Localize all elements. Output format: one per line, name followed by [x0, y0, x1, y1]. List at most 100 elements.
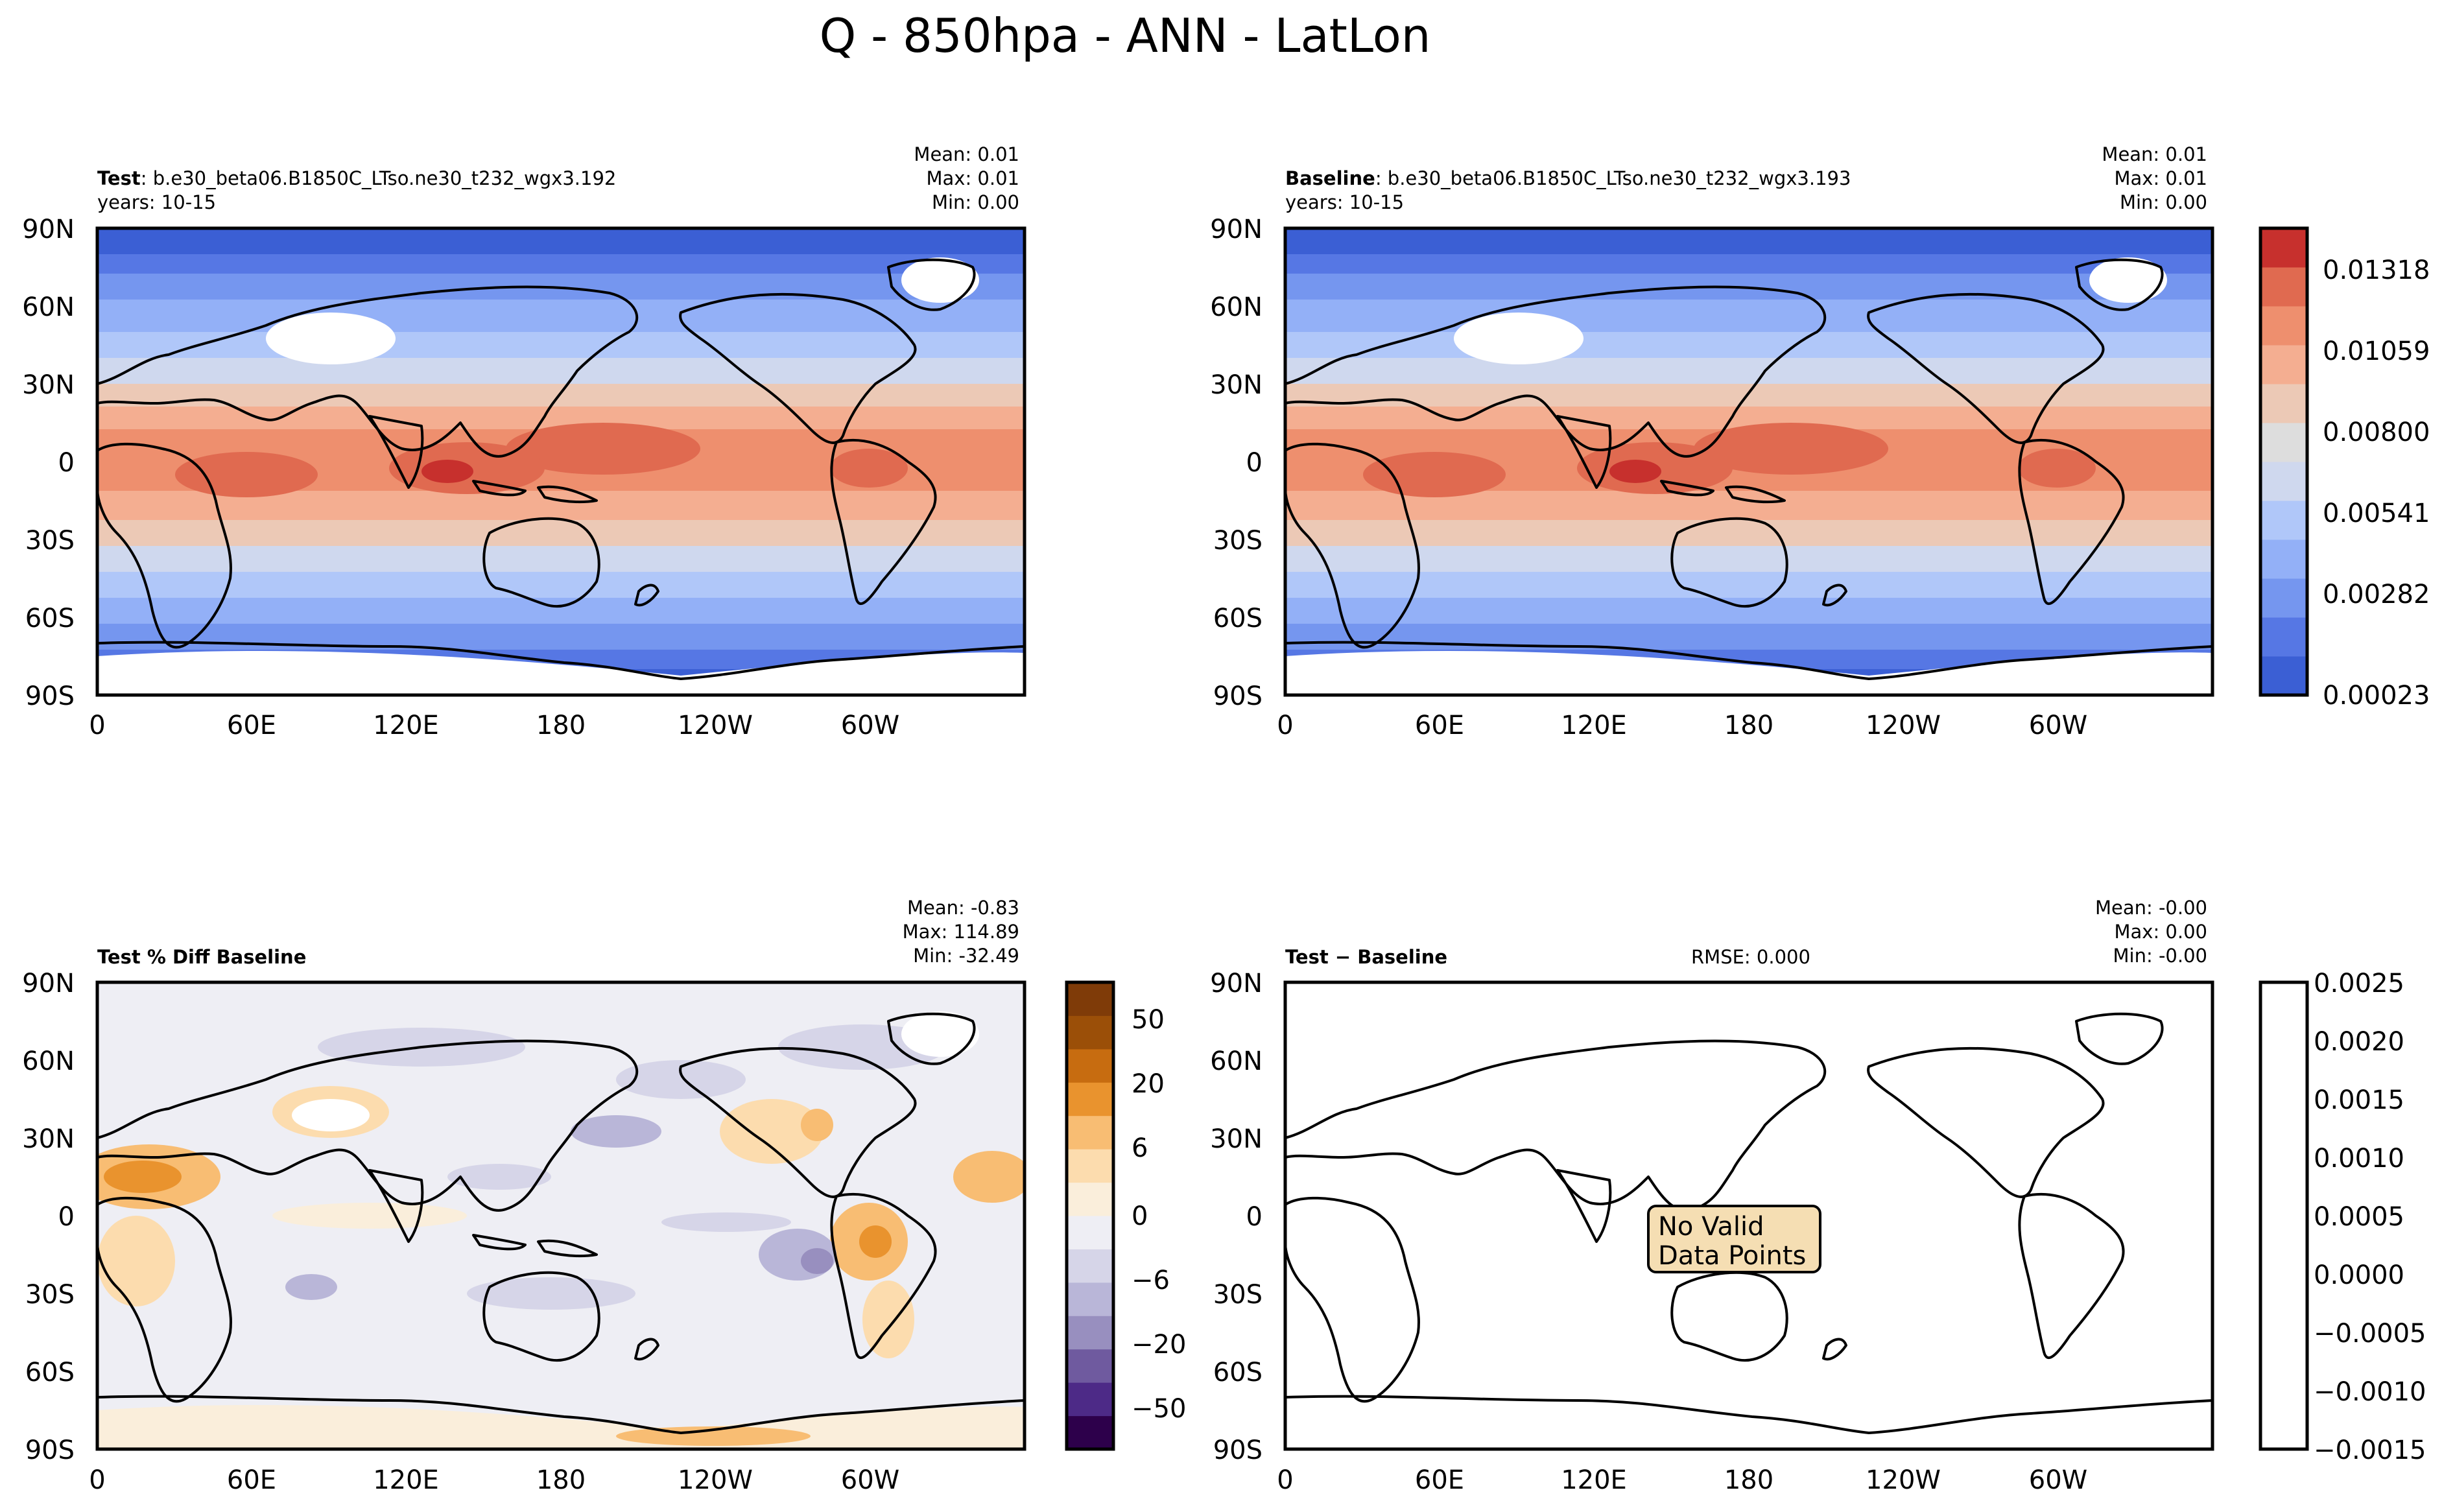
diff-label: Test − Baseline [1285, 946, 1447, 968]
lon-tick: 60E [1415, 711, 1464, 740]
colorbar-diff-frame [2259, 980, 2309, 1451]
colorbar-pct-label: 0 [1132, 1201, 1148, 1231]
colorbar-pct-swatch [1067, 1182, 1113, 1216]
diff-mean: Mean: -0.00 [2095, 897, 2207, 919]
lat-tick: 90S [1213, 1435, 1263, 1465]
pctdiff-max: Max: 114.89 [903, 921, 1019, 943]
lat-tick: 90N [22, 215, 75, 244]
diff-max: Max: 0.00 [2114, 921, 2207, 943]
lat-tick: 30N [1210, 370, 1263, 400]
colorbar-pct-swatch [1067, 1149, 1113, 1183]
colorbar-diff-label: 0.0000 [2314, 1260, 2404, 1290]
colorbar-pct-label: 50 [1132, 1005, 1165, 1035]
colorbar-main-swatch [2260, 656, 2307, 696]
lon-tick: 0 [1277, 711, 1293, 740]
lon-tick: 0 [89, 711, 105, 740]
colorbar-diff-label: 0.0005 [2314, 1202, 2404, 1232]
colorbar-pct-label: 6 [1132, 1133, 1148, 1163]
colorbar-diff-label: −0.0005 [2314, 1319, 2426, 1349]
figure-title: Q - 850hpa - ANN - LatLon [820, 8, 1431, 63]
lat-tick: 90N [1210, 969, 1263, 998]
test-map [95, 226, 1026, 697]
lon-tick: 120E [373, 1465, 439, 1495]
lon-tick: 120W [1866, 711, 1941, 740]
no-valid-line1: No Valid [1658, 1212, 1764, 1242]
lat-tick: 0 [58, 1202, 75, 1232]
colorbar-diff: 0.0025 0.0020 0.0015 0.0010 0.0005 0.000… [2259, 969, 2426, 1465]
colorbar-pct-swatch [1067, 1382, 1113, 1417]
panel-diff: Test − Baseline RMSE: 0.000 Mean: -0.00 … [1210, 897, 2214, 1495]
colorbar-diff-label: 0.0015 [2314, 1085, 2404, 1115]
baseline-max: Max: 0.01 [2114, 167, 2207, 189]
test-max: Max: 0.01 [926, 167, 1019, 189]
colorbar-main-label: 0.01059 [2323, 337, 2430, 366]
diff-lon-ticks: 0 60E 120E 180 120W 60W [1277, 1465, 2087, 1495]
pctdiff-label: Test % Diff Baseline [97, 946, 306, 968]
test-label-rest: : b.e30_beta06.B1850C_LTso.ne30_t232_wgx… [141, 167, 617, 189]
lat-tick: 0 [1246, 1202, 1263, 1232]
colorbar-main-swatch [2260, 306, 2307, 346]
colorbar-pct: 50 20 6 0 −6 −20 −50 [1065, 980, 1186, 1451]
lon-tick: 180 [536, 1465, 586, 1495]
colorbar-diff-label: 0.0025 [2314, 969, 2404, 998]
colorbar-pct-swatch [1067, 1282, 1113, 1316]
pctdiff-mean: Mean: -0.83 [907, 897, 1019, 919]
colorbar-main-frame [2259, 226, 2309, 697]
lon-tick: 120E [1561, 1465, 1627, 1495]
colorbar-diff-label: 0.0020 [2314, 1027, 2404, 1057]
colorbar-diff-label: −0.0010 [2314, 1377, 2426, 1407]
lon-tick: 0 [1277, 1465, 1293, 1495]
pctdiff-lon-ticks: 0 60E 120E 180 120W 60W [89, 1465, 899, 1495]
colorbar-diff-label: −0.0015 [2314, 1435, 2426, 1465]
lon-tick: 120W [678, 1465, 753, 1495]
lon-tick: 180 [1724, 1465, 1773, 1495]
test-lat-ticks: 90N 60N 30N 0 30S 60S 90S [22, 215, 75, 711]
panel-test: Test: b.e30_beta06.B1850C_LTso.ne30_t232… [22, 143, 1026, 740]
colorbar-main-swatch [2260, 267, 2307, 307]
lat-tick: 0 [58, 448, 75, 478]
colorbar-main-swatch [2260, 462, 2307, 501]
colorbar-main-label: 0.00800 [2323, 418, 2430, 447]
colorbar-main-label: 0.00541 [2323, 499, 2430, 528]
colorbar-main-swatch [2260, 501, 2307, 540]
panel-baseline: Baseline: b.e30_beta06.B1850C_LTso.ne30_… [1210, 143, 2214, 740]
no-valid-line2: Data Points [1658, 1241, 1806, 1271]
baseline-label-bold: Baseline [1285, 167, 1375, 189]
test-mean: Mean: 0.01 [914, 143, 1019, 165]
lat-tick: 30N [22, 370, 75, 400]
lon-tick: 60W [2029, 1465, 2087, 1495]
lon-tick: 180 [1724, 711, 1773, 740]
test-years: years: 10-15 [97, 191, 216, 213]
lat-tick: 30S [1213, 1280, 1263, 1310]
colorbar-pct-swatch [1067, 982, 1113, 1016]
baseline-years: years: 10-15 [1285, 191, 1404, 213]
colorbar-pct-swatch [1067, 1082, 1113, 1116]
lat-tick: 0 [1246, 448, 1263, 478]
lat-tick: 30N [22, 1124, 75, 1154]
lon-tick: 60W [841, 1465, 899, 1495]
pctdiff-min: Min: -32.49 [913, 945, 1019, 967]
diff-lat-ticks: 90N 60N 30N 0 30S 60S 90S [1210, 969, 1263, 1465]
lon-tick: 60W [841, 711, 899, 740]
colorbar-main-label: 0.01318 [2323, 255, 2430, 285]
pctdiff-map [95, 980, 1026, 1451]
lat-tick: 30N [1210, 1124, 1263, 1154]
lat-tick: 90N [1210, 215, 1263, 244]
colorbar-pct-label: 20 [1132, 1069, 1165, 1099]
test-label: Test: b.e30_beta06.B1850C_LTso.ne30_t232… [97, 167, 616, 189]
colorbar-main-swatch [2260, 423, 2307, 462]
colorbar-pct-swatch [1067, 1316, 1113, 1350]
lat-tick: 30S [1213, 526, 1263, 556]
colorbar-pct-frame [1065, 980, 1115, 1451]
colorbar-main-swatch [2260, 345, 2307, 384]
diff-min: Min: -0.00 [2113, 945, 2207, 967]
baseline-lat-ticks: 90N 60N 30N 0 30S 60S 90S [1210, 215, 1263, 711]
lon-tick: 180 [536, 711, 586, 740]
colorbar-pct-swatch [1067, 1015, 1113, 1050]
colorbar-pct-swatch [1067, 1115, 1113, 1150]
lat-tick: 60S [25, 1358, 75, 1388]
lat-tick: 60N [1210, 292, 1263, 322]
baseline-label-rest: : b.e30_beta06.B1850C_LTso.ne30_t232_wgx… [1375, 167, 1851, 189]
no-valid-data-box: No Valid Data Points [1647, 1205, 1821, 1273]
